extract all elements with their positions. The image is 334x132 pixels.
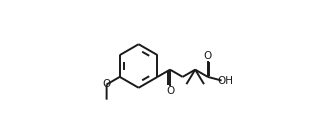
Text: O: O	[103, 79, 111, 89]
Text: O: O	[204, 51, 212, 61]
Text: O: O	[166, 86, 174, 96]
Text: OH: OH	[217, 76, 233, 86]
